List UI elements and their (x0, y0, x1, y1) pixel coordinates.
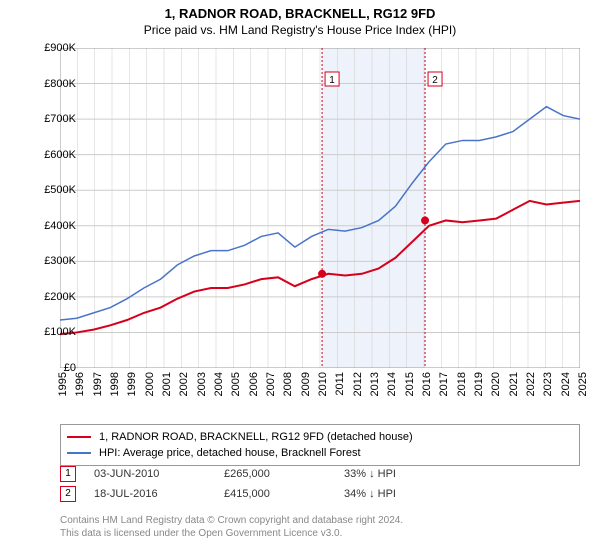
sales-row: 2 18-JUL-2016 £415,000 34% ↓ HPI (60, 484, 580, 504)
page-subtitle: Price paid vs. HM Land Registry's House … (0, 23, 600, 37)
page-title: 1, RADNOR ROAD, BRACKNELL, RG12 9FD (0, 6, 600, 21)
y-axis-tick: £100K (32, 326, 76, 338)
legend: 1, RADNOR ROAD, BRACKNELL, RG12 9FD (det… (60, 424, 580, 466)
legend-swatch (67, 452, 91, 454)
x-axis-tick: 2011 (334, 372, 346, 412)
legend-item: 1, RADNOR ROAD, BRACKNELL, RG12 9FD (det… (67, 429, 573, 445)
sales-table: 1 03-JUN-2010 £265,000 33% ↓ HPI 2 18-JU… (60, 464, 580, 504)
svg-text:1: 1 (329, 75, 335, 86)
x-axis-tick: 2002 (178, 372, 190, 412)
x-axis-tick: 2010 (317, 372, 329, 412)
x-axis-tick: 2007 (265, 372, 277, 412)
x-axis-tick: 2008 (282, 372, 294, 412)
x-axis-tick: 2015 (404, 372, 416, 412)
sale-date: 18-JUL-2016 (94, 488, 224, 500)
y-axis-tick: £0 (32, 362, 76, 374)
y-axis-tick: £200K (32, 291, 76, 303)
footer-line-1: Contains HM Land Registry data © Crown c… (60, 514, 580, 527)
sales-row: 1 03-JUN-2010 £265,000 33% ↓ HPI (60, 464, 580, 484)
x-axis-tick: 2017 (438, 372, 450, 412)
x-axis-tick: 2000 (144, 372, 156, 412)
price-chart: 12 (60, 48, 580, 368)
x-axis-tick: 1998 (109, 372, 121, 412)
x-axis-tick: 2025 (577, 372, 589, 412)
x-axis-tick: 2024 (560, 372, 572, 412)
x-axis-tick: 2019 (473, 372, 485, 412)
x-axis-tick: 2014 (386, 372, 398, 412)
sale-marker-2: 2 (60, 486, 76, 502)
x-axis-tick: 2005 (230, 372, 242, 412)
sale-change: 33% ↓ HPI (344, 468, 464, 480)
x-axis-tick: 2018 (456, 372, 468, 412)
x-axis-tick: 2016 (421, 372, 433, 412)
legend-item: HPI: Average price, detached house, Brac… (67, 445, 573, 461)
x-axis-tick: 2009 (300, 372, 312, 412)
y-axis-tick: £900K (32, 42, 76, 54)
y-axis-tick: £600K (32, 149, 76, 161)
x-axis-tick: 2020 (490, 372, 502, 412)
x-axis-tick: 2022 (525, 372, 537, 412)
sale-marker-1: 1 (60, 466, 76, 482)
y-axis-tick: £700K (32, 113, 76, 125)
sale-price: £415,000 (224, 488, 344, 500)
footer-line-2: This data is licensed under the Open Gov… (60, 527, 580, 540)
legend-label: HPI: Average price, detached house, Brac… (99, 445, 361, 461)
x-axis-tick: 1996 (74, 372, 86, 412)
x-axis-tick: 2023 (542, 372, 554, 412)
x-axis-tick: 2004 (213, 372, 225, 412)
y-axis-tick: £400K (32, 220, 76, 232)
legend-swatch (67, 436, 91, 438)
x-axis-tick: 2012 (352, 372, 364, 412)
sale-date: 03-JUN-2010 (94, 468, 224, 480)
y-axis-tick: £800K (32, 78, 76, 90)
footer-note: Contains HM Land Registry data © Crown c… (60, 514, 580, 540)
x-axis-tick: 2006 (248, 372, 260, 412)
svg-text:2: 2 (432, 75, 438, 86)
x-axis-tick: 2003 (196, 372, 208, 412)
x-axis-tick: 1999 (126, 372, 138, 412)
x-axis-tick: 1995 (57, 372, 69, 412)
y-axis-tick: £300K (32, 255, 76, 267)
x-axis-tick: 2001 (161, 372, 173, 412)
sale-change: 34% ↓ HPI (344, 488, 464, 500)
y-axis-tick: £500K (32, 184, 76, 196)
sale-price: £265,000 (224, 468, 344, 480)
legend-label: 1, RADNOR ROAD, BRACKNELL, RG12 9FD (det… (99, 429, 413, 445)
x-axis-tick: 1997 (92, 372, 104, 412)
x-axis-tick: 2013 (369, 372, 381, 412)
x-axis-tick: 2021 (508, 372, 520, 412)
